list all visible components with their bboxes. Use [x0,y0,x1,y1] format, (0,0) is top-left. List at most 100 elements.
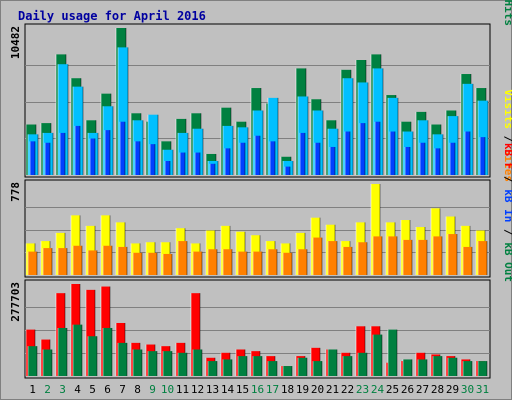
bar-kbytes-kb-out-day-24 [373,334,382,376]
bar-kbytes-kb-out-day-20 [313,361,322,376]
panel-visits: 778 Visits / Sites [9,89,512,278]
bar-kbytes-kb-f-day-23 [356,326,365,376]
bar-kbytes-kb-f-day-5 [86,289,95,376]
bar-kbytes-kb-out-day-9 [148,351,157,376]
bar-kbytes-kb-out-day-10 [163,351,172,376]
bar-kbytes-kb-out-day-15 [238,356,247,376]
bar-kbytes-kb-out-day-25 [388,329,397,376]
bar-hits-pages-day-19 [300,132,305,175]
bar-kbytes-kb-out-day-8 [133,349,142,376]
bar-visits-visits-day-6 [101,215,110,275]
bar-hits-pages-day-24 [375,121,380,175]
panel-kbytes: 277703 kB F / kB In / kB Out [9,143,512,379]
panel-visits-legend-item-0: Visits [502,89,512,129]
bar-kbytes-kb-out-day-5 [88,336,97,376]
day-label-26: 26 [401,383,414,396]
bar-kbytes-kb-out-day-26 [403,359,412,376]
bar-hits-pages-day-21 [330,146,335,175]
day-label-31: 31 [476,383,489,396]
bar-visits-sites-day-25 [388,236,397,275]
bar-kbytes-kb-out-day-2 [43,349,52,376]
bar-visits-sites-day-21 [328,241,337,275]
day-label-15: 15 [236,383,249,396]
day-label-4: 4 [74,383,81,396]
bar-kbytes-kb-out-day-6 [103,327,112,376]
day-label-28: 28 [431,383,444,396]
bar-kbytes-kb-out-day-4 [73,324,82,376]
bar-hits-files-day-3 [58,64,68,175]
panel-visits-legend: Visits / Sites [502,89,512,182]
bar-visits-sites-day-19 [298,249,307,275]
bar-visits-sites-day-8 [133,252,142,275]
day-label-12: 12 [191,383,204,396]
day-label-3: 3 [59,383,66,396]
day-label-11: 11 [176,383,189,396]
day-label-21: 21 [326,383,339,396]
bar-visits-sites-day-27 [418,239,427,275]
bar-hits-pages-day-20 [315,142,320,175]
bar-hits-pages-day-11 [180,152,185,175]
bar-hits-pages-day-12 [195,152,200,175]
bar-visits-sites-day-31 [478,241,487,275]
day-label-5: 5 [89,383,96,396]
bar-visits-sites-day-12 [193,251,202,275]
bar-hits-pages-day-4 [75,125,80,175]
day-label-17: 17 [266,383,279,396]
bar-visits-sites-day-22 [343,246,352,275]
bar-visits-sites-day-9 [148,252,157,275]
bar-hits-pages-day-13 [210,163,215,175]
day-label-29: 29 [446,383,459,396]
bar-visits-sites-day-17 [268,249,277,275]
bar-visits-sites-day-1 [28,251,37,275]
bar-hits-pages-day-1 [30,141,35,175]
bar-visits-sites-day-16 [253,251,262,275]
bar-visits-sites-day-29 [448,234,457,275]
bar-visits-sites-day-10 [163,253,172,275]
bar-visits-sites-day-30 [463,246,472,275]
chart-title: Daily usage for April 2016 [18,9,206,23]
bar-kbytes-kb-out-day-11 [178,352,187,376]
panel-kbytes-max-label: 277703 [9,282,22,322]
day-label-27: 27 [416,383,429,396]
bar-kbytes-kb-out-day-13 [208,361,217,376]
day-label-16: 16 [251,383,264,396]
bar-visits-sites-day-7 [118,246,127,275]
bar-kbytes-kb-out-day-14 [223,359,232,376]
bar-visits-sites-day-20 [313,237,322,275]
bar-visits-sites-day-3 [58,248,67,275]
bar-hits-pages-day-9 [150,144,155,175]
bar-visits-sites-day-11 [178,241,187,275]
day-label-6: 6 [104,383,111,396]
bar-kbytes-kb-out-day-27 [418,359,427,376]
bar-hits-pages-day-15 [240,142,245,175]
bar-kbytes-kb-out-day-3 [58,327,67,376]
bar-kbytes-kb-out-day-7 [118,342,127,376]
bar-visits-visits-day-4 [71,215,80,275]
bar-hits-files-day-7 [118,47,128,175]
bar-hits-pages-day-27 [420,142,425,175]
bar-hits-pages-day-23 [360,123,365,175]
bar-hits-files-day-30 [463,83,473,175]
bar-visits-sites-day-6 [103,245,112,275]
bar-kbytes-kb-out-day-17 [268,361,277,376]
panel-hits: 10482 Pages / Files / Hits [9,0,512,178]
bar-hits-pages-day-10 [165,160,170,175]
day-label-13: 13 [206,383,219,396]
chart-panels: 10482 Pages / Files / Hits 778 Visits / Sit… [9,0,512,379]
bar-hits-files-day-12 [193,128,203,175]
bar-visits-sites-day-23 [358,242,367,275]
bar-kbytes-kb-out-day-21 [328,349,337,376]
bar-hits-pages-day-28 [435,148,440,175]
bar-visits-sites-day-15 [238,251,247,275]
panel-kbytes-legend-item-3: / [502,222,512,242]
day-label-24: 24 [371,383,385,396]
day-label-19: 19 [296,383,309,396]
panel-kbytes-legend-item-0: kB F [502,143,512,170]
bar-kbytes-kb-out-day-30 [463,361,472,376]
bar-visits-sites-day-24 [373,236,382,275]
bar-visits-sites-day-18 [283,252,292,275]
bar-hits-pages-day-26 [405,146,410,175]
day-label-23: 23 [356,383,369,396]
bar-hits-files-day-17 [268,97,278,175]
